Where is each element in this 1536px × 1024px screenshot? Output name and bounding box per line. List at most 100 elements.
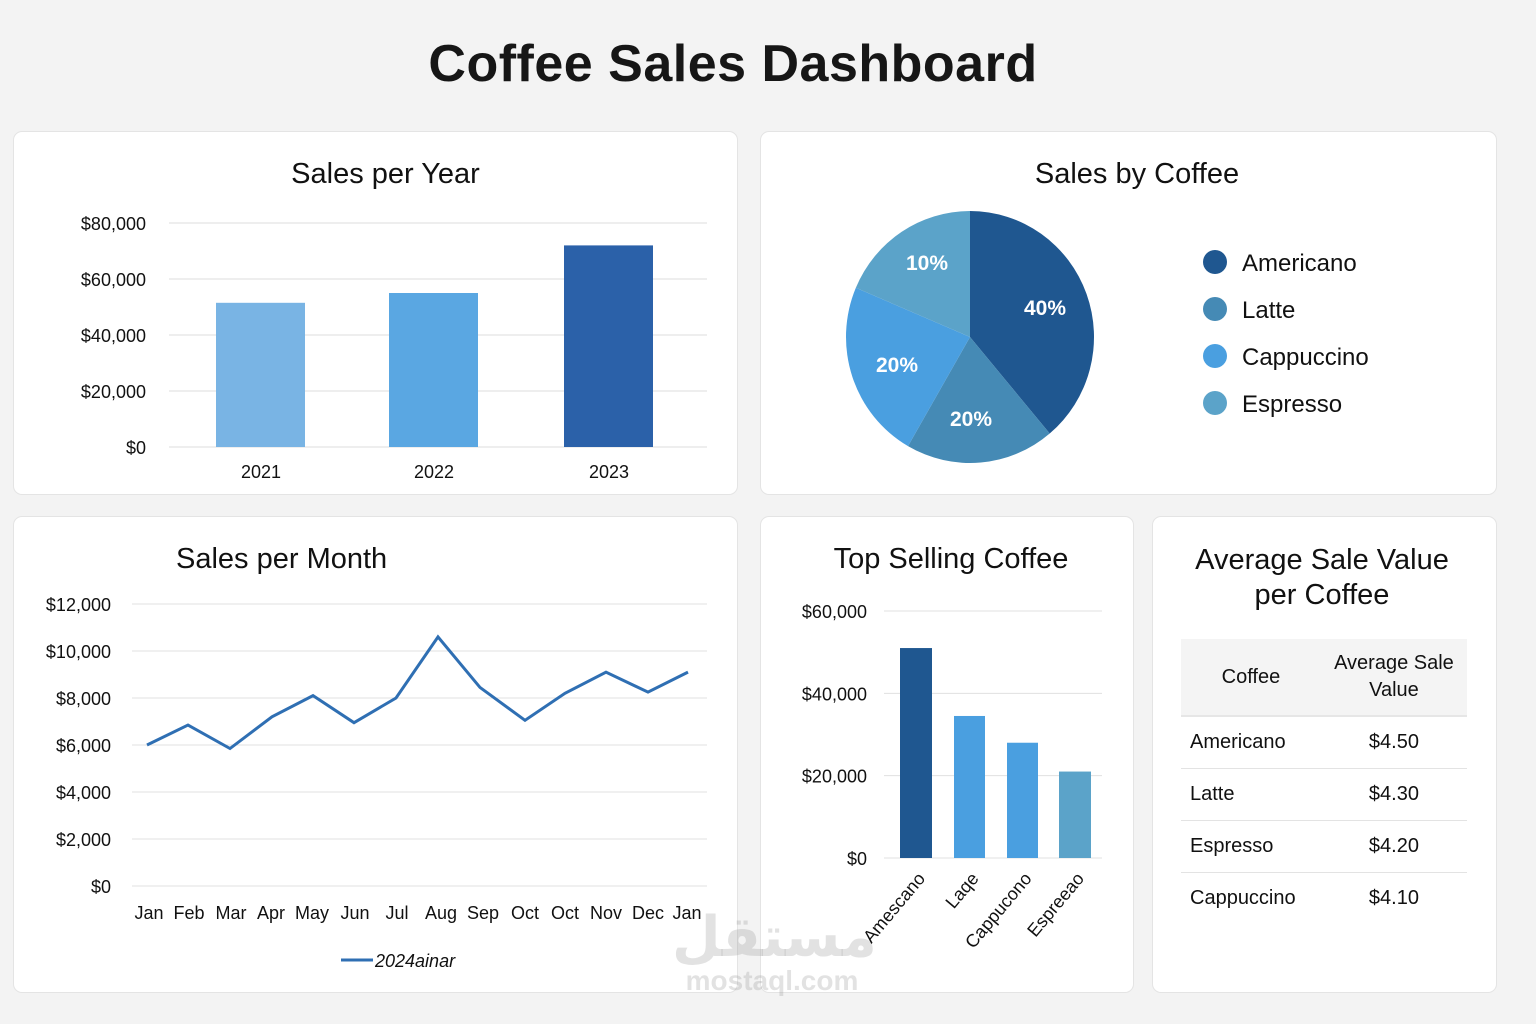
table-row: Cappuccino $4.10 — [1181, 872, 1467, 924]
avg-sale-table: Coffee Average Sale Value Americano $4.5… — [1181, 639, 1467, 924]
top-selling-title: Top Selling Coffee — [833, 543, 1069, 575]
sales-by-coffee-card: Sales by Coffee 40% 20% 20% 10% Americano La… — [760, 131, 1497, 495]
cell-coffee: Americano — [1181, 716, 1321, 769]
y-tick-label: $8,000 — [56, 689, 111, 709]
y-tick-label: $12,000 — [46, 595, 111, 615]
cell-value: $4.50 — [1320, 716, 1467, 769]
legend-label: Americano — [1242, 250, 1357, 277]
line-legend: 2024ainar — [341, 951, 456, 971]
pie-slice-espresso — [855, 211, 970, 337]
legend-swatch-icon — [1203, 344, 1227, 368]
cell-value: $4.30 — [1320, 768, 1467, 821]
y-tick-label: $10,000 — [46, 642, 111, 662]
table-row: Espresso $4.20 — [1181, 820, 1467, 873]
x-tick-label: Feb — [173, 903, 204, 923]
y-tick-label: $40,000 — [802, 684, 867, 704]
legend-label: 2024ainar — [374, 951, 456, 971]
y-tick-label: $0 — [847, 849, 867, 869]
pie-slice-cappuccino — [846, 287, 970, 447]
x-tick-label: Jan — [134, 903, 163, 923]
y-tick-label: $4,000 — [56, 783, 111, 803]
page-title: Coffee Sales Dashboard — [428, 35, 1038, 93]
legend-swatch-icon — [1203, 391, 1227, 415]
cell-value: $4.10 — [1368, 886, 1419, 909]
x-tick-label: Oct — [511, 903, 539, 923]
top-selling-chart: $60,000$40,000$20,000$0 Amescano LaqeCapp… — [802, 602, 1102, 952]
cell-coffee: Latte — [1181, 768, 1321, 821]
legend-label: Cappuccino — [1242, 344, 1369, 371]
y-tick-label: $60,000 — [81, 270, 146, 290]
y-tick-label: $0 — [126, 438, 146, 458]
cell-coffee: Espresso — [1181, 820, 1321, 873]
y-tick-label: $40,000 — [81, 326, 146, 346]
legend-label: Espresso — [1242, 391, 1342, 418]
table-row: Americano $4.50 — [1181, 716, 1467, 769]
sales-by-coffee-title: Sales by Coffee — [1034, 158, 1240, 190]
x-tick-label: Dec — [632, 903, 664, 923]
legend-swatch-icon — [1203, 250, 1227, 274]
pie-percent-label: 20% — [876, 354, 918, 377]
y-axis-ticks: $12,000 $10,000 $8,000 $6,000 $4,000 $2,000 $0 — [46, 595, 111, 897]
x-tick-label: Jul — [385, 903, 408, 923]
x-tick-label: Nov — [590, 903, 622, 923]
avg-sale-title: Average Sale Value per Coffee — [1153, 543, 1491, 613]
x-tick-label: Mar — [216, 903, 247, 923]
x-tick-label: May — [295, 903, 329, 923]
bars — [216, 245, 653, 447]
x-tick-label: Oct — [551, 903, 579, 923]
x-tick-label: Apr — [257, 903, 285, 923]
pie-percent-label: 40% — [1024, 297, 1066, 320]
col-header-avg-value: Average Sale Value — [1320, 639, 1467, 717]
x-tick-label: 2022 — [414, 462, 454, 482]
pie-slice-americano — [970, 211, 1094, 434]
legend-swatch-icon — [1203, 297, 1227, 321]
sales-by-coffee-pie: 40% 20% 20% 10% Americano Latte Cappuccino Esp… — [846, 211, 1369, 463]
avg-sale-title-line1: Average Sale Value — [1195, 544, 1449, 576]
x-tick-label: Aug — [425, 903, 457, 923]
x-tick-label: 2021 — [241, 462, 281, 482]
bar-cappucono — [1007, 742, 1038, 858]
y-tick-label: $6,000 — [56, 736, 111, 756]
avg-sale-card: Average Sale Value per Coffee Coffee Ave… — [1152, 516, 1497, 993]
y-axis-ticks: $60,000 $40,000 $20,000 $0 — [802, 602, 867, 869]
x-tick-label: Jan — [672, 903, 701, 923]
bar-espreeao — [1059, 771, 1091, 858]
y-tick-label: $0 — [91, 877, 111, 897]
sales-per-month-chart: $12,000 $10,000 $8,000 $6,000 $4,000 $2,000 $0… — [46, 595, 707, 971]
x-tick-label: Amescano — [859, 869, 929, 947]
sales-per-month-card: Sales per Month $12,000 $10,000 $8,000 $6,0… — [13, 516, 738, 993]
legend-label: Latte — [1242, 297, 1295, 324]
x-tick-label: Laqe — [942, 869, 983, 913]
pie-slices — [846, 211, 1094, 463]
x-axis-labels: Jan Feb Mar Apr May Jun Jul Aug Sep Oct Oct Nov Dec J… — [134, 903, 701, 923]
y-tick-label: $80,000 — [81, 214, 146, 234]
col-header-coffee: Coffee — [1181, 639, 1321, 717]
y-tick-label: $2,000 — [56, 830, 111, 850]
x-tick-label: Jun — [340, 903, 369, 923]
sales-per-year-title: Sales per Year — [291, 158, 480, 190]
pie-percent-label: 10% — [906, 252, 948, 275]
table-row: Latte $4.30 — [1181, 768, 1467, 821]
bar-2023 — [564, 245, 653, 447]
pie-labels: 40% 20% 20% 10% — [876, 252, 1066, 431]
x-tick-label: Sep — [467, 903, 499, 923]
avg-sale-title-line2: per Coffee — [1254, 579, 1390, 611]
sales-per-year-chart: $80,000$60,000$40,000$20,000$0 2021 2022 2… — [81, 214, 707, 482]
y-tick-label: $60,000 — [802, 602, 867, 622]
sales-line-path — [146, 634, 689, 751]
col-header-line1: Average Sale — [1334, 652, 1454, 674]
x-tick-label: 2023 — [589, 462, 629, 482]
y-gridlines — [132, 603, 707, 887]
sales-line — [146, 634, 689, 751]
table-header-row: Coffee Average Sale Value — [1181, 639, 1467, 717]
bar-amescano — [900, 648, 932, 858]
bar-laqe — [954, 715, 985, 858]
pie-slice-latte — [908, 337, 1050, 463]
x-axis-labels: 2021 2022 2023 — [241, 462, 629, 482]
bar-2022 — [389, 293, 478, 447]
cell-coffee: Cappuccino — [1190, 886, 1296, 909]
sales-per-month-title: Sales per Month — [176, 543, 388, 575]
y-tick-label: $20,000 — [81, 382, 146, 402]
y-axis-ticks: $80,000 $60,000 $40,000 $20,000 $0 — [81, 214, 146, 458]
